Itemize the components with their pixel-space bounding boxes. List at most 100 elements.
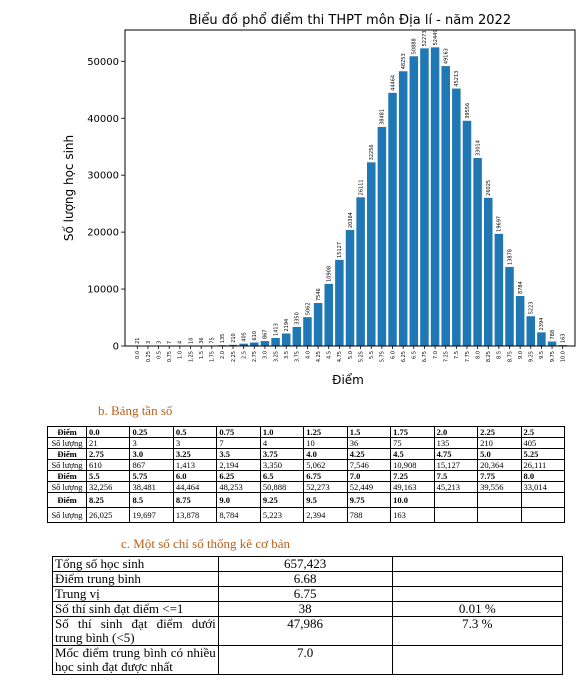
bar-value-label: 15127 <box>337 242 343 258</box>
stats-row: Số thí sinh đạt điểm dưới trung bình (<5… <box>52 616 564 646</box>
bar-value-label: 10 <box>188 338 194 344</box>
freq-row-label: Số lượng <box>47 437 87 449</box>
x-tick-label: 2.25 <box>231 351 237 362</box>
freq-cell: 9.75 <box>346 492 392 508</box>
freq-cell: 9.0 <box>216 492 261 508</box>
x-tick-label: 3.75 <box>295 351 301 362</box>
x-tick-label: 10.0 <box>560 351 566 362</box>
x-tick-label: 0.0 <box>135 351 141 359</box>
freq-cell: 10 <box>303 437 348 449</box>
freq-cell: 4 <box>259 437 305 449</box>
freq-cell: 9.25 <box>259 492 305 508</box>
freq-row: Số lượng 32,256 38,481 44,464 48,253 50,888 52… <box>47 481 566 493</box>
bar-value-label: 26025 <box>486 180 492 196</box>
freq-cell: 3.5 <box>216 448 261 460</box>
freq-cell: 2.25 <box>477 426 522 438</box>
x-tick-label: 9.25 <box>529 351 535 362</box>
bar-value-label: 3 <box>156 341 162 344</box>
stats-label: Mốc điểm trung bình có nhiều học sinh đạ… <box>52 645 219 675</box>
x-tick-label: 1.0 <box>178 351 184 359</box>
stats-percent <box>391 645 564 675</box>
x-tick-label: 3.0 <box>263 351 269 359</box>
freq-row-label: Điểm <box>47 448 87 460</box>
x-tick-label: 1.5 <box>199 351 205 359</box>
y-tick-label: 20000 <box>87 228 119 239</box>
bar-value-label: 38481 <box>380 109 386 125</box>
bar <box>452 88 461 346</box>
x-tick-label: 6.0 <box>390 351 396 359</box>
freq-row-label: Số lượng <box>47 459 87 471</box>
freq-cell: 1.75 <box>390 426 435 438</box>
bar <box>526 316 536 346</box>
freq-row: Số lượng 610 867 1,413 2,194 3,350 5,062 7,546 1… <box>47 459 566 471</box>
stats-label: Tổng số học sinh <box>52 556 219 572</box>
bar-value-label: 52449 <box>433 29 439 45</box>
x-tick-label: 9.75 <box>550 351 556 362</box>
freq-cell <box>477 507 522 523</box>
bar-value-label: 5223 <box>529 302 535 315</box>
y-tick-label: 10000 <box>87 285 119 296</box>
y-tick-label: 0 <box>113 342 119 353</box>
bar-value-label: 2194 <box>284 319 290 332</box>
chart-svg: Biểu đồ phổ điểm thi THPT môn Địa lí - n… <box>62 13 576 387</box>
bar-value-label: 610 <box>252 331 258 341</box>
freq-cell: 0.0 <box>85 426 131 438</box>
bar-value-label: 405 <box>241 332 247 342</box>
x-tick-label: 5.0 <box>348 351 354 359</box>
bar <box>239 343 248 346</box>
freq-cell: 1.0 <box>259 426 305 438</box>
freq-cell: 2,194 <box>216 459 261 471</box>
freq-cell: 75 <box>390 437 435 449</box>
stats-percent <box>391 556 564 572</box>
bar <box>345 230 355 346</box>
freq-cell: 3.25 <box>172 448 218 460</box>
freq-cell: 3 <box>172 437 218 449</box>
freq-cell <box>477 492 522 508</box>
freq-cell: 6.5 <box>259 470 305 482</box>
x-tick-label: 6.25 <box>401 351 407 362</box>
x-tick-label: 1.25 <box>188 351 194 362</box>
stats-value: 47,986 <box>217 616 393 646</box>
freq-cell: 3,350 <box>259 459 305 471</box>
freq-cell: 8.75 <box>172 492 218 508</box>
freq-cell: 2.0 <box>433 426 479 438</box>
x-tick-label: 7.0 <box>433 351 439 359</box>
bar-value-label: 21 <box>135 338 141 344</box>
x-tick-label: 0.75 <box>167 351 173 362</box>
stats-row: Mốc điểm trung bình có nhiều học sinh đạ… <box>52 645 564 675</box>
stats-value: 38 <box>217 601 393 617</box>
bar-value-label: 20364 <box>348 212 354 228</box>
bar-value-label: 10908 <box>327 266 333 282</box>
frequency-section-title: b. Bảng tần số <box>98 403 173 418</box>
freq-cell: 8.0 <box>520 470 566 482</box>
freq-cell: 4.5 <box>390 448 435 460</box>
freq-cell: 2.75 <box>85 448 131 460</box>
chart-title: Biểu đồ phổ điểm thi THPT môn Địa lí - n… <box>189 13 511 28</box>
bar <box>430 47 440 347</box>
freq-cell: 52,273 <box>303 481 348 493</box>
freq-cell: 5,223 <box>259 507 305 523</box>
x-tick-label: 3.25 <box>273 351 279 362</box>
bar-value-label: 48253 <box>401 53 407 69</box>
x-tick-label: 8.5 <box>497 351 503 359</box>
freq-row-label: Điểm <box>47 426 87 438</box>
freq-row: Điểm 5.5 5.75 6.0 6.25 6.5 6.75 7.0 7.25 7.5 7.75 8… <box>47 470 566 482</box>
freq-cell: 5,062 <box>303 459 348 471</box>
freq-cell: 0.75 <box>216 426 261 438</box>
bar <box>547 341 557 346</box>
stats-label: Số thí sinh đạt điểm <=1 <box>52 601 219 617</box>
freq-cell: 44,464 <box>172 481 218 493</box>
x-tick-label: 5.75 <box>380 351 386 362</box>
x-tick-label: 2.75 <box>252 351 258 362</box>
y-axis-label: Số lượng học sinh <box>62 135 76 241</box>
freq-cell: 7.25 <box>390 470 435 482</box>
bar-value-label: 135 <box>220 334 226 344</box>
bar <box>250 342 259 346</box>
freq-cell: 610 <box>85 459 131 471</box>
bar <box>515 295 525 346</box>
freq-row-label: Điểm <box>47 470 87 482</box>
freq-cell: 48,253 <box>216 481 261 493</box>
bar-value-label: 867 <box>263 330 269 340</box>
freq-cell: 6.25 <box>216 470 261 482</box>
freq-cell: 50,888 <box>259 481 305 493</box>
